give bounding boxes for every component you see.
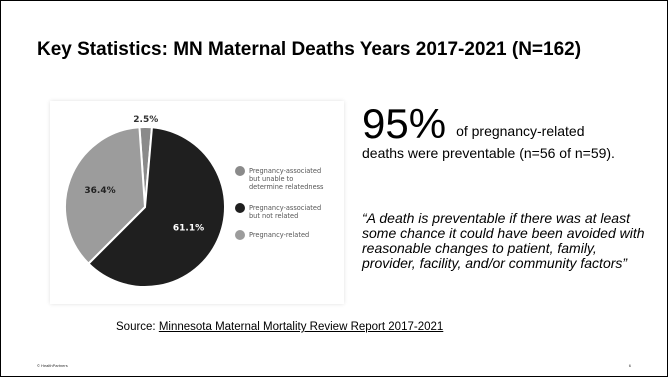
stat-inline-text: of pregnancy-related: [456, 123, 585, 139]
pie-slice-1: [87, 126, 226, 288]
preventable-definition-quote: “A death is preventable if there was at …: [362, 210, 645, 271]
footer-copyright: © HealthPartners: [37, 363, 68, 368]
legend-swatch-0: [235, 166, 245, 176]
legend-label-0: Pregnancy-associated but unable to determi…: [249, 167, 324, 191]
legend-swatch-2: [235, 230, 245, 240]
pie-chart-panel: 2.5% 61.1% 36.4% Pregnancy-associated but un…: [50, 101, 344, 304]
source-link[interactable]: Minnesota Maternal Mortality Review Repo…: [158, 321, 444, 333]
legend-label-2: Pregnancy-related: [249, 231, 309, 239]
pie-value-label-0: 2.5%: [133, 115, 158, 125]
pie-value-label-1: 61.1%: [173, 223, 204, 233]
stat-rest-text: deaths were preventable (n=56 of n=59).: [362, 145, 615, 161]
legend-label-1: Pregnancy-associated but not related: [249, 204, 321, 220]
preventable-stat: 95% of pregnancy-related deaths were prev…: [362, 100, 652, 162]
slide-title: Key Statistics: MN Maternal Deaths Years…: [37, 39, 582, 60]
page-number: 6: [628, 363, 631, 368]
legend-swatch-1: [235, 203, 245, 213]
pie-chart: 2.5% 61.1% 36.4% Pregnancy-associated but un…: [64, 115, 324, 288]
pie-value-label-2: 36.4%: [84, 186, 115, 196]
stat-percentage: 95%: [362, 100, 447, 147]
source-prefix: Source:: [116, 321, 159, 333]
pie-slice-2: [64, 126, 147, 266]
source-citation: Source: Minnesota Maternal Mortality Rev…: [116, 321, 443, 333]
